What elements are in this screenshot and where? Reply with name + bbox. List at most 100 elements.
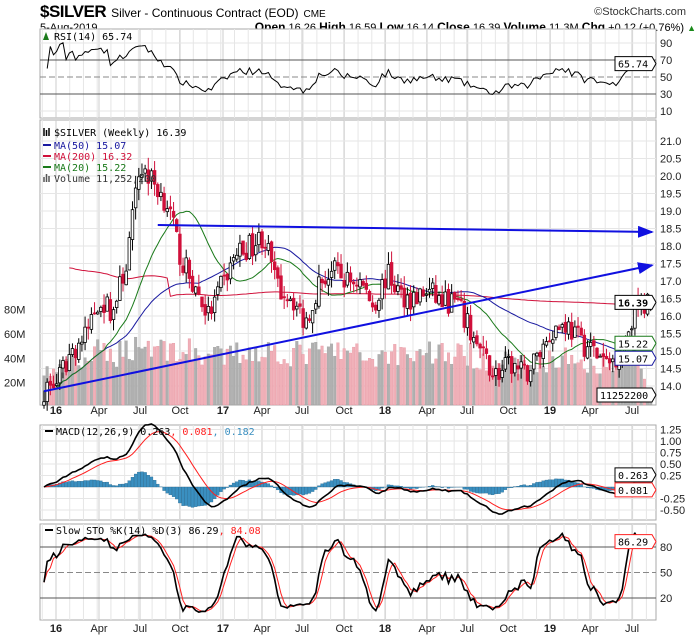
- candle-body: [484, 348, 489, 354]
- volume-value-tag: 11252200: [596, 387, 657, 403]
- candle-body: [326, 279, 331, 286]
- candle-body: [598, 355, 602, 358]
- candle-body: [465, 313, 470, 329]
- volume-bar: [377, 354, 381, 406]
- volume-bar: [124, 340, 128, 406]
- macd-hist-bar: [127, 480, 131, 488]
- candle-body: [282, 296, 286, 299]
- candle-body: [592, 340, 596, 347]
- macd-tick-label: 0.75: [660, 448, 681, 460]
- macd-hist-bar: [235, 481, 239, 488]
- volume-bar: [301, 354, 305, 406]
- volume-bar: [276, 361, 280, 406]
- volume-bar: [383, 351, 387, 406]
- candle-body: [111, 309, 116, 320]
- volume-bar: [421, 355, 425, 406]
- macd-hist-bar: [310, 486, 315, 492]
- x-tick-label: Apr: [253, 405, 270, 417]
- candle-body: [336, 262, 340, 267]
- volume-bar: [355, 343, 359, 406]
- volume-bar: [191, 359, 194, 406]
- candle-body: [503, 357, 508, 370]
- volume-bar: [484, 370, 488, 406]
- candle-body: [187, 259, 192, 279]
- candle-body: [105, 296, 109, 312]
- volume-bar: [399, 347, 403, 406]
- macd-hist-bar: [481, 486, 485, 494]
- macd-line: [43, 423, 651, 515]
- x-tick-label: Apr: [581, 405, 598, 417]
- macd-hist-bar: [541, 480, 545, 488]
- candle-body: [506, 355, 511, 358]
- macd-hist-bar: [491, 486, 495, 496]
- macd-hist-bar: [115, 485, 119, 488]
- macd-hist-bar: [288, 486, 293, 496]
- macd-hist-bar: [99, 480, 103, 488]
- volume-bar: [453, 356, 457, 406]
- volume-bar: [440, 343, 444, 406]
- candle-body: [45, 381, 49, 402]
- trendline-resistance: [157, 224, 654, 238]
- brand-link[interactable]: ©StockCharts.com: [594, 6, 686, 18]
- candle-body: [487, 355, 492, 376]
- candle-body: [96, 311, 100, 315]
- macd-tick-label: -0.50: [660, 505, 685, 517]
- macd-hist-bar: [86, 480, 90, 488]
- volume-bar: [418, 349, 422, 406]
- candle-body: [475, 335, 479, 345]
- volume-tick-label: 40M: [4, 353, 25, 365]
- price-tick-label: 16.0: [660, 311, 681, 323]
- candle-body: [203, 304, 207, 316]
- candle-body: [427, 288, 432, 293]
- candle-body: [491, 375, 495, 378]
- volume-bar: [320, 345, 324, 406]
- ma20-value-tag-box: [614, 335, 657, 351]
- x-tick-label: 17: [217, 623, 229, 635]
- macd-hist-bar: [320, 483, 324, 488]
- candle-body: [231, 257, 236, 262]
- candle-body: [127, 237, 132, 271]
- macd-signal-value-tag-text: 0.081: [618, 486, 648, 497]
- volume-bar: [118, 340, 122, 406]
- macd-hist-bar: [146, 475, 150, 488]
- volume-bar: [270, 351, 273, 406]
- candle-body: [272, 261, 277, 271]
- candle-body: [370, 302, 375, 308]
- volume-bar: [551, 356, 555, 406]
- volume-bar: [254, 347, 258, 406]
- volume-bar: [586, 372, 589, 406]
- volume-value-tag-text: 11252200: [600, 391, 648, 402]
- candle-body: [516, 365, 520, 370]
- candle-body: [386, 263, 391, 290]
- volume-bar: [304, 364, 308, 406]
- macd-hist-bar: [168, 486, 173, 496]
- volume-bar: [292, 348, 296, 406]
- macd-hist-bar: [500, 486, 504, 493]
- macd-hist-bar: [314, 486, 318, 490]
- volume-bar: [374, 366, 378, 406]
- volume-bar: [105, 360, 109, 406]
- x-tick-label: 19: [544, 405, 556, 417]
- candle-body: [320, 278, 324, 284]
- rsi-line: [46, 42, 651, 95]
- volume-bar: [371, 359, 375, 406]
- ma200-legend-swatch: [43, 155, 51, 157]
- candle-body: [171, 210, 176, 218]
- candle-body: [611, 358, 615, 363]
- candle-body: [295, 305, 299, 310]
- volume-bar: [317, 349, 321, 406]
- volume-bar: [541, 366, 545, 406]
- exchange: CME: [303, 9, 326, 20]
- volume-bar: [513, 357, 517, 406]
- price-tick-label: 15.5: [660, 329, 681, 341]
- candle-body: [190, 275, 195, 292]
- candle-body: [222, 274, 226, 277]
- macd-hist-bar: [333, 479, 337, 488]
- volume-bar: [358, 352, 362, 406]
- ma50-value-tag-text: 15.07: [618, 354, 648, 365]
- macd-hist-bar: [408, 486, 413, 490]
- macd-hist-bar: [61, 481, 65, 488]
- candle-body: [73, 348, 78, 359]
- volume-bar: [573, 363, 577, 406]
